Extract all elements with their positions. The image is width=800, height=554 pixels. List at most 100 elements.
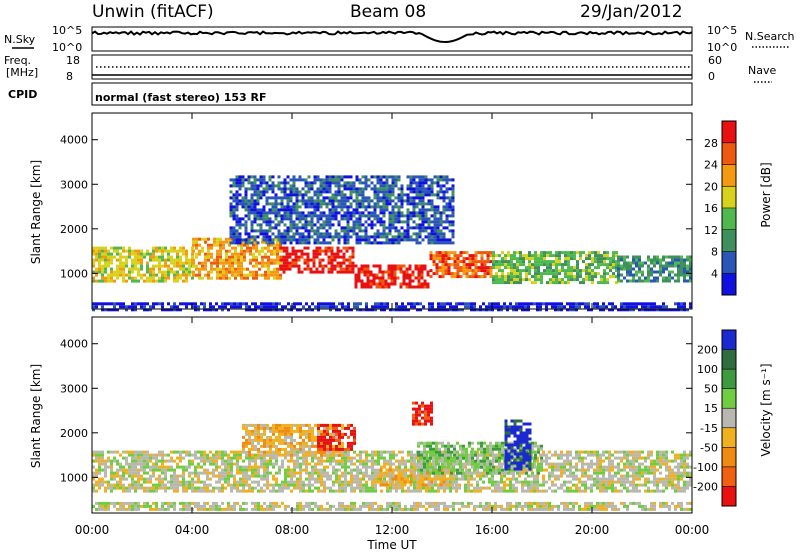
velocity-cell-b0 bbox=[209, 462, 212, 466]
nave-tick-top: 60 bbox=[708, 54, 722, 67]
power-cell-b5 bbox=[549, 266, 552, 270]
power-cell-b7 bbox=[424, 235, 428, 239]
velocity-cell-b0 bbox=[251, 474, 254, 478]
power-cell-b5 bbox=[519, 269, 522, 273]
power-cell-b0 bbox=[161, 249, 164, 253]
power-cell-b7 bbox=[361, 205, 365, 209]
velocity-cell-b0 bbox=[221, 459, 224, 463]
velocity-cell-b0 bbox=[185, 489, 188, 493]
power-cell-b7 bbox=[250, 220, 254, 224]
power-cell-b5 bbox=[564, 251, 567, 255]
power-cell-b1 bbox=[264, 276, 267, 280]
velocity-cell-b0 bbox=[542, 483, 545, 487]
power-cell-b7 bbox=[373, 235, 377, 239]
velocity-cell-b0 bbox=[296, 462, 299, 466]
power-cell-b7 bbox=[283, 211, 287, 215]
velocity-cell-b0 bbox=[245, 453, 248, 457]
power-cell-b1 bbox=[228, 264, 231, 268]
power-cell-b1 bbox=[273, 249, 276, 253]
velocity-cell-b0 bbox=[215, 462, 218, 466]
velocity-cell-b0 bbox=[233, 474, 236, 478]
power-cell-b8 bbox=[440, 302, 443, 306]
power-cell-b1 bbox=[267, 264, 270, 268]
power-cell-b8 bbox=[281, 305, 284, 309]
power-cell-b6 bbox=[632, 279, 635, 283]
velocity-cell-b0 bbox=[104, 474, 107, 478]
power-cell-b8 bbox=[437, 302, 440, 306]
velocity-cell-b0 bbox=[446, 486, 449, 490]
power-cell-b1 bbox=[258, 267, 261, 271]
power-cell-b7 bbox=[409, 211, 413, 215]
power-cell-b7 bbox=[382, 208, 386, 212]
velocity-cell-b0 bbox=[263, 489, 266, 493]
power-cell-b8 bbox=[92, 305, 95, 309]
power-cell-b7 bbox=[415, 211, 419, 215]
velocity-cell-b0 bbox=[296, 459, 299, 463]
velocity-cell-b0 bbox=[596, 450, 599, 454]
velocity-cell-b0 bbox=[536, 483, 539, 487]
velocity-cell-b0 bbox=[173, 480, 176, 484]
power-cell-b8 bbox=[629, 305, 632, 309]
power-cell-b7 bbox=[328, 241, 332, 245]
power-cell-b5 bbox=[510, 266, 513, 270]
power-cell-b1 bbox=[192, 273, 195, 277]
power-cell-b7 bbox=[244, 178, 248, 182]
velocity-cell-b0 bbox=[440, 474, 443, 478]
power-cell-b7 bbox=[409, 178, 413, 182]
velocity-cell-b0 bbox=[332, 459, 335, 463]
power-cell-b7 bbox=[346, 220, 350, 224]
velocity-cell-b0 bbox=[215, 486, 218, 490]
velocity-cell-b0 bbox=[209, 489, 212, 493]
power-cell-b3 bbox=[417, 264, 421, 268]
power-cell-b7 bbox=[268, 175, 272, 179]
power-cell-b7 bbox=[301, 217, 305, 221]
velocity-cell-b0 bbox=[224, 477, 227, 481]
power-cell-b7 bbox=[415, 181, 419, 185]
power-cell-b3 bbox=[420, 285, 424, 289]
velocity-cell-b0 bbox=[416, 489, 419, 493]
power-cell-b8 bbox=[437, 308, 440, 312]
velocity-cell-b0 bbox=[266, 471, 269, 475]
power-cell-b8 bbox=[173, 305, 176, 309]
power-cell-b6 bbox=[650, 258, 653, 262]
velocity-cell-b0 bbox=[500, 477, 503, 481]
power-cell-b6 bbox=[635, 279, 638, 283]
power-cell-b7 bbox=[385, 208, 389, 212]
velocity-cell-b0 bbox=[194, 450, 197, 454]
velocity-cell-b0 bbox=[350, 486, 353, 490]
power-cell-b8 bbox=[554, 308, 557, 312]
power-cell-b5 bbox=[540, 263, 543, 267]
velocity-cell-b0 bbox=[221, 474, 224, 478]
power-cell-b7 bbox=[235, 235, 239, 239]
power-cell-b1 bbox=[240, 276, 243, 280]
power-cell-b7 bbox=[421, 196, 425, 200]
power-cell-b7 bbox=[271, 241, 275, 245]
velocity-cell-b0 bbox=[476, 456, 479, 460]
power-cell-b7 bbox=[406, 211, 410, 215]
power-cell-b7 bbox=[316, 235, 320, 239]
power-cell-b0 bbox=[167, 273, 170, 277]
power-cell-b7 bbox=[250, 181, 254, 185]
velocity-cell-b0 bbox=[521, 483, 524, 487]
power-cell-b7 bbox=[385, 175, 389, 179]
power-cell-b1 bbox=[225, 273, 228, 277]
power-cell-b7 bbox=[250, 208, 254, 212]
power-cell-b7 bbox=[430, 178, 434, 182]
velocity-cell-b0 bbox=[143, 477, 146, 481]
velocity-cell-b0 bbox=[485, 486, 488, 490]
power-cell-b7 bbox=[298, 235, 302, 239]
velocity-cell-b0 bbox=[203, 480, 206, 484]
power-cell-b7 bbox=[331, 196, 335, 200]
power-cell-b7 bbox=[379, 196, 383, 200]
velocity-cell-b0 bbox=[335, 450, 338, 454]
velocity-cell-b0 bbox=[119, 474, 122, 478]
power-cell-b7 bbox=[370, 214, 374, 218]
power-cell-b6 bbox=[683, 276, 686, 280]
power-cell-b0 bbox=[95, 267, 98, 271]
velocity-cell-b0 bbox=[431, 486, 434, 490]
velocity-cell-b0 bbox=[590, 486, 593, 490]
power-cell-b6 bbox=[656, 276, 659, 280]
power-cell-b1 bbox=[237, 264, 240, 268]
velocity-cell-b0 bbox=[503, 480, 506, 484]
velocity-cell-b0 bbox=[599, 453, 602, 457]
